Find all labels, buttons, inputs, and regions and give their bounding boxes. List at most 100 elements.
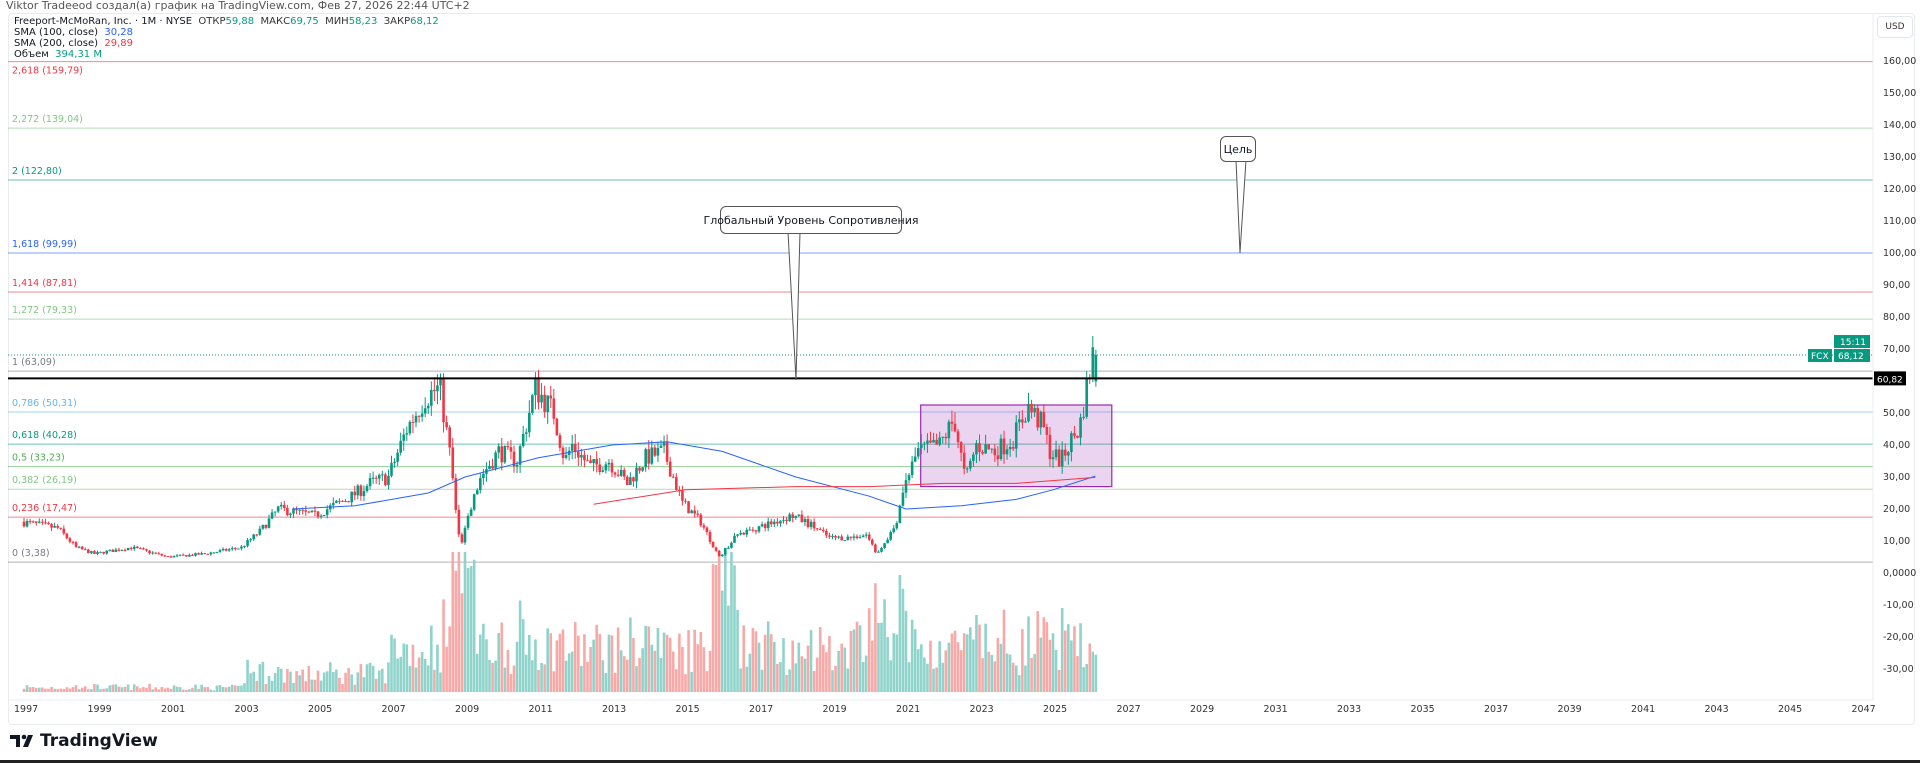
sma100-line xyxy=(292,441,1096,510)
candle-body xyxy=(377,474,381,479)
volume-bar xyxy=(929,640,932,692)
volume-bar xyxy=(999,643,1003,692)
candle-body xyxy=(665,442,669,462)
legend-sma100-row[interactable]: SMA (100, close) 30,28 xyxy=(14,27,439,38)
volume-bar xyxy=(264,684,268,692)
candle-body xyxy=(656,447,660,456)
volume-bar xyxy=(475,653,479,692)
candle-body xyxy=(644,449,647,468)
candle-body xyxy=(518,446,522,465)
candle-body xyxy=(224,548,228,551)
volume-bar xyxy=(203,687,206,692)
x-axis-tick: 2013 xyxy=(602,704,626,715)
target-callout[interactable]: Цель xyxy=(1220,136,1256,162)
volume-bar xyxy=(515,641,519,692)
volume-bar xyxy=(577,635,580,692)
volume-bar xyxy=(212,690,216,692)
y-axis-tick: 150,00 xyxy=(1883,88,1916,99)
resistance-callout[interactable]: Глобальный Уровень Сопротивления xyxy=(704,206,919,234)
candle-body xyxy=(50,524,53,528)
volume-bar xyxy=(497,632,500,692)
volume-bar xyxy=(194,684,197,692)
volume-bar xyxy=(99,689,102,692)
volume-bar xyxy=(243,683,246,692)
legend-volume-row[interactable]: Объем 394,31 M xyxy=(14,49,439,60)
volume-bar xyxy=(224,687,228,692)
volume-bar xyxy=(41,687,44,692)
volume-bar xyxy=(647,626,651,692)
candle-body xyxy=(151,552,154,554)
y-axis-tick: 110,00 xyxy=(1883,216,1916,227)
candle-body xyxy=(475,490,479,495)
candle-body xyxy=(325,509,329,516)
candle-body xyxy=(148,550,151,554)
volume-bar xyxy=(38,687,41,692)
y-axis-tick: -10,00 xyxy=(1883,600,1914,611)
candle-body xyxy=(864,534,868,536)
volume-bar xyxy=(916,649,920,692)
volume-bar xyxy=(286,669,289,692)
volume-bar xyxy=(44,688,47,692)
candle-body xyxy=(1048,434,1052,460)
candle-body xyxy=(469,509,473,516)
candle-body xyxy=(338,500,341,502)
volume-bar xyxy=(1024,665,1027,692)
candle-body xyxy=(589,460,592,464)
volume-bar xyxy=(123,686,127,692)
x-axis-tick: 2039 xyxy=(1558,704,1582,715)
volume-bar xyxy=(188,689,191,692)
volume-bar xyxy=(751,628,755,692)
candle-body xyxy=(243,546,246,548)
volume-bar xyxy=(307,665,311,692)
volume-bar xyxy=(613,672,617,692)
volume-bar xyxy=(769,634,773,692)
volume-bar xyxy=(806,645,810,692)
volume-bar xyxy=(926,663,929,692)
x-axis-tick: 2001 xyxy=(161,704,185,715)
volume-bar xyxy=(50,686,53,692)
volume-bar xyxy=(809,630,813,692)
legend-sma200-row[interactable]: SMA (200, close) 29,89 xyxy=(14,38,439,49)
volume-bar xyxy=(941,662,945,692)
candle-body xyxy=(782,519,785,521)
volume-bar xyxy=(717,553,721,692)
volume-bar xyxy=(237,686,240,692)
volume-bar xyxy=(240,685,243,692)
currency-button[interactable]: USD xyxy=(1877,16,1913,38)
candle-body xyxy=(62,528,66,534)
volume-bar xyxy=(47,688,50,692)
symbol-title: Freeport-McMoRan, Inc. · 1M · NYSE xyxy=(14,16,193,27)
volume-bar xyxy=(815,657,819,692)
candle-body xyxy=(907,475,911,481)
volume-bar xyxy=(616,627,620,692)
candle-body xyxy=(178,554,182,556)
volume-bar xyxy=(1091,651,1095,692)
volume-bar xyxy=(880,622,883,692)
volume-bar xyxy=(227,686,231,692)
candle-body xyxy=(289,513,292,516)
volume-bar xyxy=(433,669,436,692)
candle-body xyxy=(356,485,360,496)
candle-body xyxy=(543,394,546,413)
candle-body xyxy=(601,470,605,472)
candle-body xyxy=(822,529,825,531)
x-axis-tick: 2037 xyxy=(1484,704,1508,715)
candle-body xyxy=(68,538,72,542)
candle-body xyxy=(111,549,115,552)
candle-body xyxy=(558,435,562,448)
volume-bar xyxy=(417,657,421,692)
volume-bar xyxy=(1036,611,1039,692)
volume-bar xyxy=(408,665,412,692)
high-value: 69,75 xyxy=(290,16,319,27)
x-axis-tick: 2025 xyxy=(1043,704,1067,715)
volume-bar xyxy=(564,660,568,692)
volume-bar xyxy=(1088,643,1092,692)
countdown-tag: 15:11 xyxy=(1840,338,1866,348)
candle-body xyxy=(240,546,243,549)
volume-bar xyxy=(779,662,782,692)
candle-body xyxy=(681,490,684,501)
tradingview-logo[interactable]: TradingView xyxy=(10,731,158,751)
candle-body xyxy=(843,540,847,542)
candle-body xyxy=(552,398,556,419)
